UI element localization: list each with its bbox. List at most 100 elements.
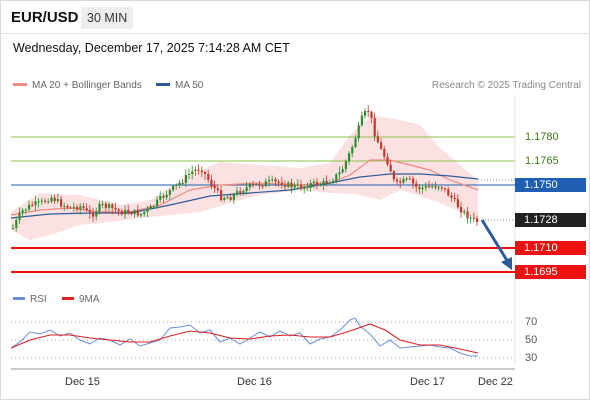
candle-body	[280, 182, 283, 186]
candle-body	[162, 195, 165, 198]
rsi-ma-line	[10, 323, 479, 354]
candle-body	[72, 206, 75, 208]
candle-body	[172, 185, 175, 191]
candle-body	[31, 204, 34, 206]
candle-body	[357, 125, 360, 139]
rsi-ma-legend-label: 9MA	[79, 294, 100, 305]
candle-body	[226, 197, 229, 199]
symbol-title: EUR/USD	[11, 9, 79, 26]
candle-body	[178, 182, 181, 185]
candle-body	[216, 188, 219, 191]
candle-body	[338, 172, 341, 175]
candle-body	[463, 211, 466, 213]
candle-body	[194, 169, 197, 172]
candle-body	[200, 170, 203, 173]
candle-body	[98, 203, 101, 212]
candle-body	[453, 198, 456, 200]
candle-body	[383, 148, 386, 157]
forecast-arrow-head	[501, 257, 512, 270]
candle-body	[412, 178, 415, 184]
candle-body	[79, 206, 82, 210]
candle-body	[165, 194, 168, 198]
legend-ma50: MA 50	[156, 80, 203, 91]
rsi-swatch	[13, 296, 25, 300]
candle-body	[191, 171, 194, 174]
candle-body	[50, 197, 53, 202]
pivot-tag: 1.1750	[515, 178, 586, 192]
candle-body	[12, 227, 15, 229]
rsi-legend: RSI	[13, 294, 47, 305]
candle-body	[197, 169, 200, 171]
candle-body	[175, 184, 178, 186]
candle-body	[290, 182, 293, 188]
candle-body	[53, 197, 56, 202]
candle-body	[376, 136, 379, 143]
candle-body	[76, 206, 79, 210]
candle-body	[431, 186, 434, 188]
candle-body	[207, 174, 210, 180]
candle-body	[341, 169, 344, 173]
candle-body	[159, 195, 162, 200]
candle-body	[63, 205, 66, 207]
candle-body	[111, 204, 114, 209]
candle-body	[248, 184, 251, 188]
x-label-dec15: Dec 15	[65, 376, 100, 388]
candle-body	[460, 207, 463, 213]
candle-body	[69, 207, 72, 209]
candle-body	[40, 200, 43, 202]
candle-body	[287, 182, 290, 187]
timeframe-badge[interactable]: 30 MIN	[81, 7, 134, 29]
rsi-ma-swatch	[62, 296, 74, 300]
candle-body	[85, 208, 88, 210]
last-price-tag: 1.1728	[515, 213, 586, 227]
candle-body	[18, 212, 21, 221]
candle-body	[370, 111, 373, 118]
candle-body	[124, 209, 127, 215]
candle-body	[37, 201, 40, 203]
x-label-dec22: Dec 22	[478, 376, 513, 388]
candle-body	[261, 185, 264, 187]
candle-body	[428, 186, 431, 188]
candle-body	[34, 201, 37, 206]
candle-body	[271, 179, 274, 181]
candle-body	[389, 164, 392, 172]
candle-body	[312, 181, 315, 184]
candle-body	[210, 179, 213, 186]
candle-body	[21, 210, 24, 213]
candle-body	[181, 182, 184, 184]
candle-body	[95, 211, 98, 217]
candle-body	[136, 210, 139, 216]
candle-body	[386, 156, 389, 165]
candle-body	[15, 220, 18, 228]
candle-body	[392, 171, 395, 180]
candle-body	[319, 184, 322, 186]
candle-body	[360, 115, 363, 126]
support-1-tag: 1.1710	[515, 241, 586, 255]
candle-body	[120, 210, 123, 215]
candle-body	[220, 190, 223, 200]
candle-body	[424, 186, 427, 188]
rsi-axis-50: 50	[525, 334, 538, 346]
candle-body	[168, 190, 171, 195]
candle-body	[146, 208, 149, 212]
candle-body	[117, 209, 120, 211]
x-label-dec17: Dec 17	[410, 376, 445, 388]
header-divider	[0, 33, 590, 34]
candle-body	[322, 180, 325, 185]
candle-body	[101, 203, 104, 205]
candle-body	[328, 182, 331, 184]
candle-body	[373, 118, 376, 137]
candle-body	[364, 110, 367, 116]
candle-body	[44, 200, 47, 202]
candle-body	[24, 209, 27, 211]
candle-body	[456, 199, 459, 208]
candle-body	[239, 191, 242, 193]
candle-body	[140, 214, 143, 216]
candle-body	[152, 205, 155, 207]
credit-text: Research © 2025 Trading Central	[431, 80, 581, 91]
candle-body	[258, 183, 261, 186]
candle-body	[434, 186, 437, 188]
candle-body	[405, 178, 408, 180]
candle-body	[316, 181, 319, 186]
forecast-arrow	[480, 219, 510, 263]
